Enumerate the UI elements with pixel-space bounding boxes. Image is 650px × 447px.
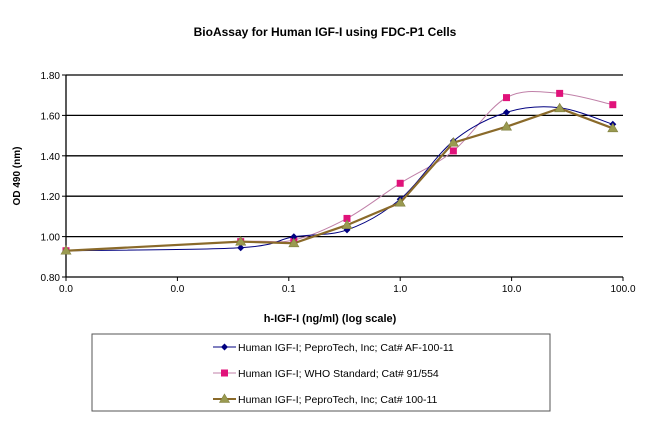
legend-item: Human IGF-I; WHO Standard; Cat# 91/554 [213,368,439,380]
data-point [396,179,404,187]
x-tick-label: 10.0 [502,284,522,295]
data-point [500,121,513,131]
series-triangle [60,102,619,255]
data-point [343,214,351,222]
legend-item: Human IGF-I; PeproTech, Inc; Cat# AF-100… [213,342,454,354]
data-point [341,219,353,229]
x-tick-label: 100.0 [610,284,635,295]
legend-label: Human IGF-I; WHO Standard; Cat# 91/554 [238,368,439,380]
legend-label: Human IGF-I; PeproTech, Inc; Cat# AF-100… [238,342,454,354]
y-tick-label: 1.60 [41,111,61,122]
data-point [235,236,247,246]
legend-label: Human IGF-I; PeproTech, Inc; Cat# 100-11 [238,394,438,406]
chart-title: BioAssay for Human IGF-I using FDC-P1 Ce… [194,25,457,39]
data-point [609,101,617,109]
series-square [62,89,617,255]
x-axis-label: h-IGF-I (ng/ml) (log scale) [264,313,397,325]
data-point [447,137,459,147]
data-point [60,245,72,255]
data-point [394,197,406,207]
x-tick-label: 1.0 [393,284,407,295]
data-point [503,94,511,102]
data-point [503,108,511,116]
y-tick-label: 1.80 [41,71,61,82]
x-tick-label: 0.0 [170,284,184,295]
x-tick-label: 0.1 [282,284,296,295]
data-point [290,233,298,241]
data-point [288,237,300,248]
legend: Human IGF-I; PeproTech, Inc; Cat# AF-100… [213,342,454,406]
data-point [554,102,566,113]
legend-marker [221,343,228,351]
y-axis-label: OD 490 (nm) [12,147,23,206]
data-point [607,122,619,133]
legend-box [91,333,551,412]
data-point [556,89,564,97]
y-tick-label: 1.00 [41,233,61,244]
data-point [237,244,245,252]
data-point [449,147,457,155]
series-line [65,107,614,252]
legend-marker [218,393,231,403]
y-tick-label: 1.40 [41,152,61,163]
y-tick-label: 1.20 [41,192,61,203]
x-tick-label: 0.0 [59,284,73,295]
legend-item: Human IGF-I; PeproTech, Inc; Cat# 100-11 [213,393,438,406]
series-line [65,106,613,252]
series-diamond [62,104,617,255]
legend-marker [221,369,228,377]
y-tick-label: 0.80 [41,273,61,284]
